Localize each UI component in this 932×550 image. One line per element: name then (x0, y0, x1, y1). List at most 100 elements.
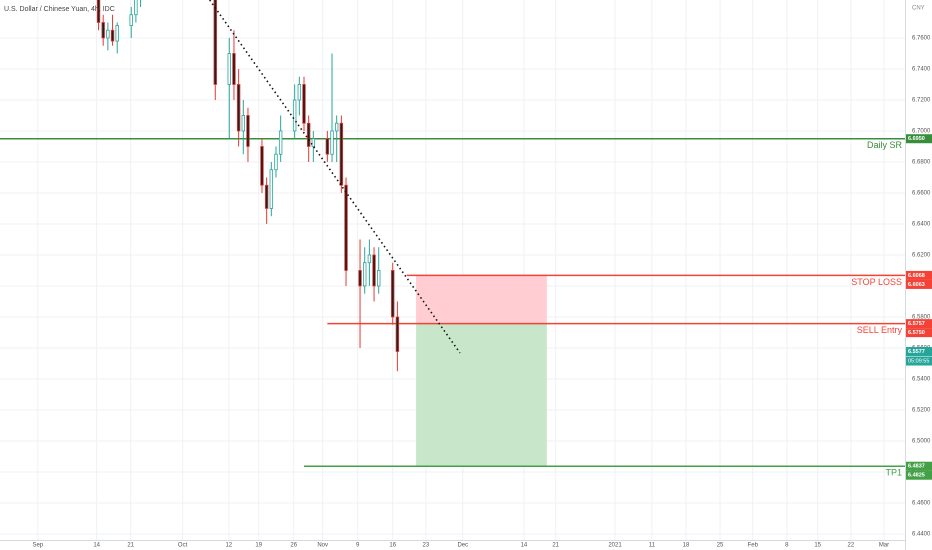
candle-body (110, 29, 115, 42)
x-tick-label: Sep (32, 543, 43, 549)
candle-body (292, 99, 297, 132)
candle-body (115, 25, 119, 42)
price-badge-label: 6.5577 (908, 349, 925, 355)
x-tick-label: 15 (814, 543, 821, 549)
countdown-badge (906, 356, 932, 366)
y-tick-label: 6.5200 (912, 408, 931, 414)
candle-body (372, 254, 376, 287)
candle-body (311, 138, 316, 147)
reward-zone (416, 323, 547, 467)
price-badge-label: 6.4837 (908, 464, 925, 470)
x-tick-label: 23 (423, 543, 430, 549)
x-tick-label: 26 (290, 543, 297, 549)
x-tick-label: 11 (649, 543, 656, 549)
x-tick-label: 22 (847, 543, 854, 549)
price-badge-label: 6.6068 (908, 273, 925, 279)
trend-line (209, 0, 461, 354)
price-badge (906, 134, 932, 144)
x-tick-label: 2021 (608, 543, 622, 549)
price-badge-label: 6.6950 (908, 136, 925, 142)
price-badge (906, 319, 932, 329)
y-tick-label: 6.6200 (912, 253, 931, 259)
candle-body (367, 254, 372, 264)
candle-body (213, 0, 217, 85)
y-tick-label: 6.7200 (912, 98, 931, 104)
candle-body (330, 130, 334, 155)
candle-body (325, 138, 330, 155)
price-badge (906, 347, 932, 357)
x-tick-label: 21 (552, 543, 559, 549)
risk-zone (416, 275, 547, 324)
candle-body (246, 115, 250, 147)
x-tick-label: Feb (748, 543, 759, 549)
price-badge-label: 6.4825 (908, 473, 925, 479)
x-tick-label: 19 (255, 543, 262, 549)
candle-body (391, 270, 395, 318)
x-tick-label: Nov (317, 543, 328, 549)
candle-body (236, 84, 241, 132)
candle-body (269, 169, 274, 209)
candle-body (334, 122, 339, 132)
candle-body (129, 14, 133, 26)
x-tick-label: 12 (225, 543, 232, 549)
candle-body (260, 146, 264, 186)
x-tick-label: Dec (457, 543, 468, 549)
y-tick-label: 6.5800 (912, 315, 931, 321)
candle-body (395, 316, 400, 352)
x-tick-label: 18 (683, 543, 690, 549)
price-badge (906, 279, 932, 289)
candle-body (227, 53, 231, 85)
y-tick-label: 6.4600 (912, 501, 931, 507)
y-tick-label: 6.6800 (912, 160, 931, 166)
candle-body (339, 122, 344, 186)
y-tick-label: 6.4400 (912, 532, 931, 538)
countdown-label: 05:09:55 (908, 358, 929, 364)
candle-body (302, 84, 306, 124)
level-label: TP1 (885, 468, 902, 478)
x-tick-label: Oct (178, 543, 188, 549)
candle-body (264, 184, 269, 209)
x-tick-label: 9 (356, 543, 360, 549)
x-tick-label: 14 (93, 543, 100, 549)
level-label: Daily SR (867, 140, 903, 150)
level-label: SELL Entry (857, 325, 903, 335)
y-tick-label: 6.7000 (912, 129, 931, 135)
y-tick-label: 6.7400 (912, 67, 931, 73)
candle-body (344, 184, 348, 271)
level-label: STOP LOSS (851, 277, 902, 287)
price-badge-label: 6.5757 (908, 321, 925, 327)
currency-label: CNY (912, 6, 925, 12)
candle-body (363, 262, 367, 287)
y-tick-label: 6.6400 (912, 222, 931, 228)
y-tick-label: 6.7600 (912, 36, 931, 42)
candle-body (278, 130, 283, 155)
candle-body (297, 84, 302, 101)
candle-body (134, 0, 138, 16)
price-badge (906, 270, 932, 280)
candle-body (106, 29, 110, 39)
price-badge (906, 328, 932, 338)
chart-title: U.S. Dollar / Chinese Yuan, 4h, IDC (4, 6, 115, 13)
price-badge-label: 6.5750 (908, 330, 925, 336)
price-badge (906, 470, 932, 480)
candle-body (101, 22, 105, 39)
candle-body (306, 122, 311, 147)
candle-body (358, 270, 362, 287)
x-tick-label: 16 (389, 543, 396, 549)
candle-body (96, 0, 101, 23)
y-tick-label: 6.6600 (912, 191, 931, 197)
candle-body (274, 153, 278, 171)
y-tick-label: 6.5400 (912, 377, 931, 383)
x-tick-label: 21 (127, 543, 134, 549)
y-tick-label: 6.5000 (912, 439, 931, 445)
price-badge (906, 461, 932, 471)
x-tick-label: 8 (785, 543, 789, 549)
x-tick-label: Mar (879, 543, 889, 549)
x-tick-label: 25 (717, 543, 724, 549)
candle-body (232, 53, 236, 85)
price-badge-label: 6.6063 (908, 282, 925, 288)
candle-body (377, 270, 381, 287)
x-tick-label: 14 (521, 543, 528, 549)
candle-body (241, 115, 245, 132)
